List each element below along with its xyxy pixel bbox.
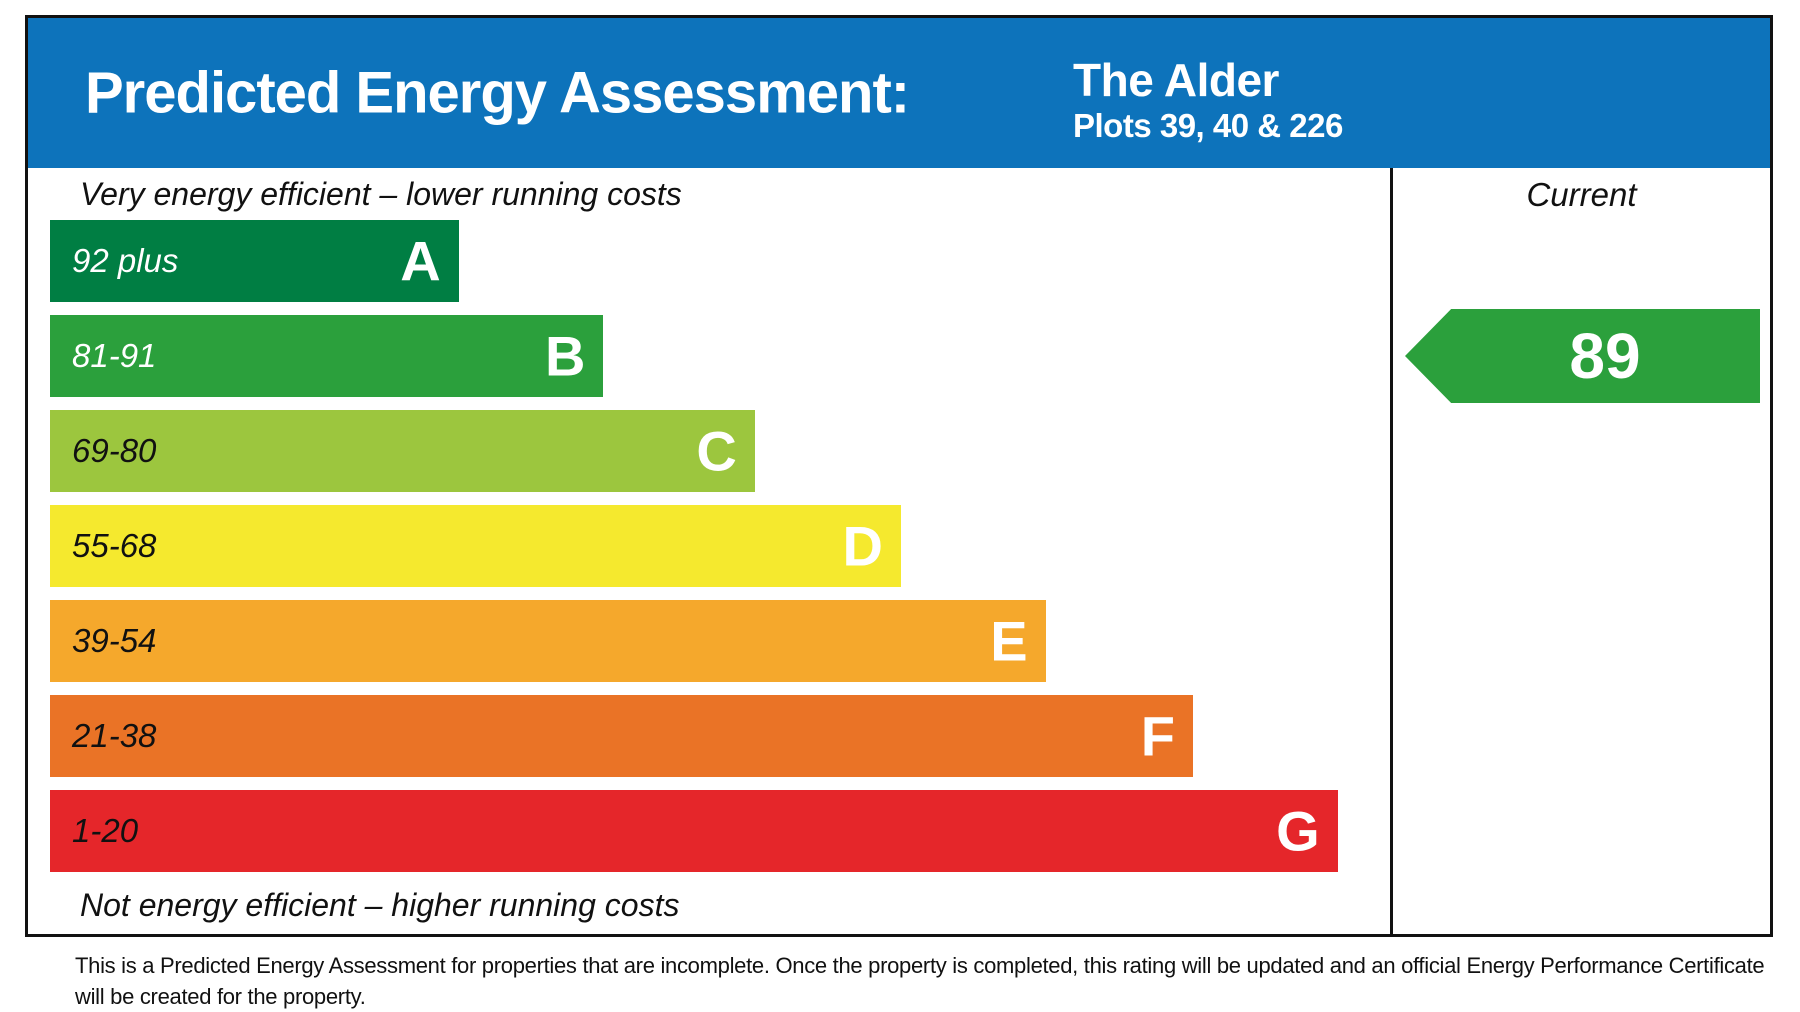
band-range: 21-38 xyxy=(72,717,157,754)
band-row-c: 69-80 C xyxy=(50,410,755,492)
band-row-a: 92 plus A xyxy=(50,220,459,302)
band-letter: D xyxy=(842,514,883,578)
property-plots: Plots 39, 40 & 226 xyxy=(1073,107,1343,144)
rating-chart-body: Very energy efficient – lower running co… xyxy=(28,168,1770,934)
band-range: 81-91 xyxy=(72,337,157,374)
header-banner: Predicted Energy Assessment: The Alder P… xyxy=(28,18,1770,168)
band-range: 39-54 xyxy=(72,622,157,659)
band-range: 69-80 xyxy=(72,432,157,469)
current-rating-value: 89 xyxy=(1569,320,1641,392)
header-property-block: The Alder Plots 39, 40 & 226 xyxy=(1073,54,1343,146)
band-row-b: 81-91 B xyxy=(50,315,604,397)
band-row-f: 21-38 F xyxy=(50,695,1194,777)
band-letter: E xyxy=(990,609,1028,673)
top-caption: Very energy efficient – lower running co… xyxy=(80,176,682,212)
bottom-caption: Not energy efficient – higher running co… xyxy=(80,887,680,923)
band-letter: G xyxy=(1276,799,1320,863)
property-name: The Alder xyxy=(1073,54,1279,106)
band-row-e: 39-54 E xyxy=(50,600,1046,682)
band-range: 1-20 xyxy=(72,812,139,849)
current-column-header: Current xyxy=(1526,176,1637,213)
band-range: 55-68 xyxy=(72,527,157,564)
band-letter: B xyxy=(544,324,586,388)
band-range: 92 plus xyxy=(72,242,179,279)
disclaimer-text: This is a Predicted Energy Assessment fo… xyxy=(75,953,1765,1009)
band-row-d: 55-68 D xyxy=(50,505,901,587)
band-row-g: 1-20 G xyxy=(50,790,1338,872)
current-rating-arrow: 89 xyxy=(1405,309,1760,403)
page-title: Predicted Energy Assessment: xyxy=(85,60,910,126)
band-letter: C xyxy=(696,419,737,483)
rating-bands-area: Very energy efficient – lower running co… xyxy=(28,168,1390,934)
rating-band-rows: 92 plus A 81-91 B 69-80 C 55-68 D xyxy=(50,220,1390,885)
band-letter: A xyxy=(400,229,441,293)
current-rating-column: Current 89 xyxy=(1390,168,1770,934)
certificate-box: Predicted Energy Assessment: The Alder P… xyxy=(25,15,1773,937)
band-letter: F xyxy=(1140,704,1176,768)
